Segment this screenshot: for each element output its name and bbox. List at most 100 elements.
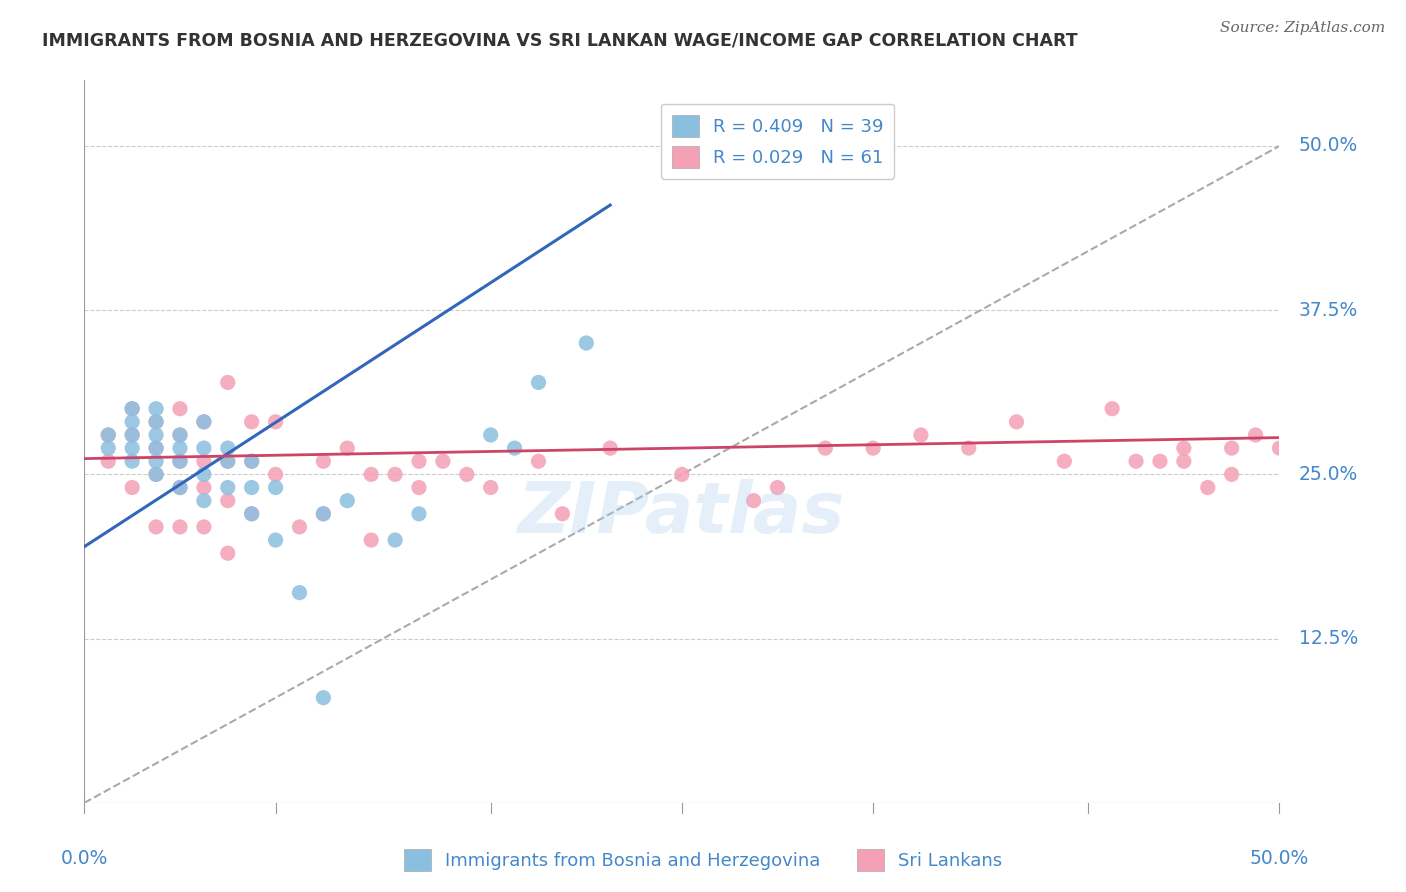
Point (193, 467, 215, 482)
Point (1244, 428, 1267, 442)
Point (169, 428, 191, 442)
Point (169, 520, 191, 534)
Point (1173, 454, 1195, 468)
Point (479, 428, 502, 442)
Point (264, 481, 287, 495)
Point (145, 467, 167, 482)
Text: 50.0%: 50.0% (1299, 136, 1358, 155)
Point (408, 481, 430, 495)
Point (360, 533, 382, 547)
Point (479, 481, 502, 495)
Point (360, 467, 382, 482)
Point (240, 481, 263, 495)
Text: 50.0%: 50.0% (1250, 849, 1309, 868)
Text: 37.5%: 37.5% (1299, 301, 1358, 319)
Point (121, 454, 143, 468)
Point (384, 467, 406, 482)
Point (575, 336, 598, 351)
Point (384, 533, 406, 547)
Point (1149, 454, 1171, 468)
Point (169, 401, 191, 416)
Point (145, 415, 167, 429)
Point (264, 533, 287, 547)
Point (145, 415, 167, 429)
Point (1053, 454, 1076, 468)
Point (217, 454, 239, 468)
Legend: R = 0.409   N = 39, R = 0.029   N = 61: R = 0.409 N = 39, R = 0.029 N = 61 (661, 103, 894, 178)
Point (169, 441, 191, 455)
Point (1197, 481, 1219, 495)
Point (217, 454, 239, 468)
Point (551, 507, 574, 521)
Point (169, 428, 191, 442)
Point (432, 454, 454, 468)
Point (408, 507, 430, 521)
Point (240, 454, 263, 468)
Point (217, 546, 239, 560)
Point (766, 481, 789, 495)
Point (599, 441, 621, 455)
Point (121, 428, 143, 442)
Text: Source: ZipAtlas.com: Source: ZipAtlas.com (1219, 21, 1385, 35)
Point (121, 401, 143, 416)
Point (193, 415, 215, 429)
Point (312, 507, 335, 521)
Point (169, 481, 191, 495)
Point (145, 441, 167, 455)
Point (193, 493, 215, 508)
Point (1220, 441, 1243, 455)
Point (97, 428, 120, 442)
Point (814, 441, 837, 455)
Point (312, 507, 335, 521)
Point (193, 441, 215, 455)
Point (240, 507, 263, 521)
Point (121, 428, 143, 442)
Point (193, 520, 215, 534)
Point (910, 428, 932, 442)
Point (240, 507, 263, 521)
Point (288, 585, 311, 599)
Point (1268, 441, 1291, 455)
Point (121, 415, 143, 429)
Point (336, 493, 359, 508)
Point (97, 454, 120, 468)
Point (145, 520, 167, 534)
Point (862, 441, 884, 455)
Point (97, 441, 120, 455)
Point (121, 441, 143, 455)
Point (145, 467, 167, 482)
Point (97, 428, 120, 442)
Point (121, 481, 143, 495)
Point (217, 481, 239, 495)
Point (145, 441, 167, 455)
Point (1101, 401, 1123, 416)
Point (193, 415, 215, 429)
Point (145, 454, 167, 468)
Point (145, 401, 167, 416)
Point (193, 481, 215, 495)
Point (240, 454, 263, 468)
Point (671, 467, 693, 482)
Point (217, 376, 239, 390)
Point (264, 467, 287, 482)
Point (527, 454, 550, 468)
Point (527, 376, 550, 390)
Text: IMMIGRANTS FROM BOSNIA AND HERZEGOVINA VS SRI LANKAN WAGE/INCOME GAP CORRELATION: IMMIGRANTS FROM BOSNIA AND HERZEGOVINA V… (42, 31, 1078, 49)
Point (1005, 415, 1028, 429)
Text: 25.0%: 25.0% (1299, 465, 1358, 483)
Point (1125, 454, 1147, 468)
Point (169, 454, 191, 468)
Point (264, 415, 287, 429)
Point (288, 520, 311, 534)
Point (217, 493, 239, 508)
Point (121, 401, 143, 416)
Point (503, 441, 526, 455)
Point (742, 493, 765, 508)
Point (336, 441, 359, 455)
Text: ZIPatlas: ZIPatlas (519, 479, 845, 549)
Point (169, 454, 191, 468)
Point (217, 441, 239, 455)
Point (957, 441, 980, 455)
Point (1220, 467, 1243, 482)
Legend: Immigrants from Bosnia and Herzegovina, Sri Lankans: Immigrants from Bosnia and Herzegovina, … (396, 842, 1010, 879)
